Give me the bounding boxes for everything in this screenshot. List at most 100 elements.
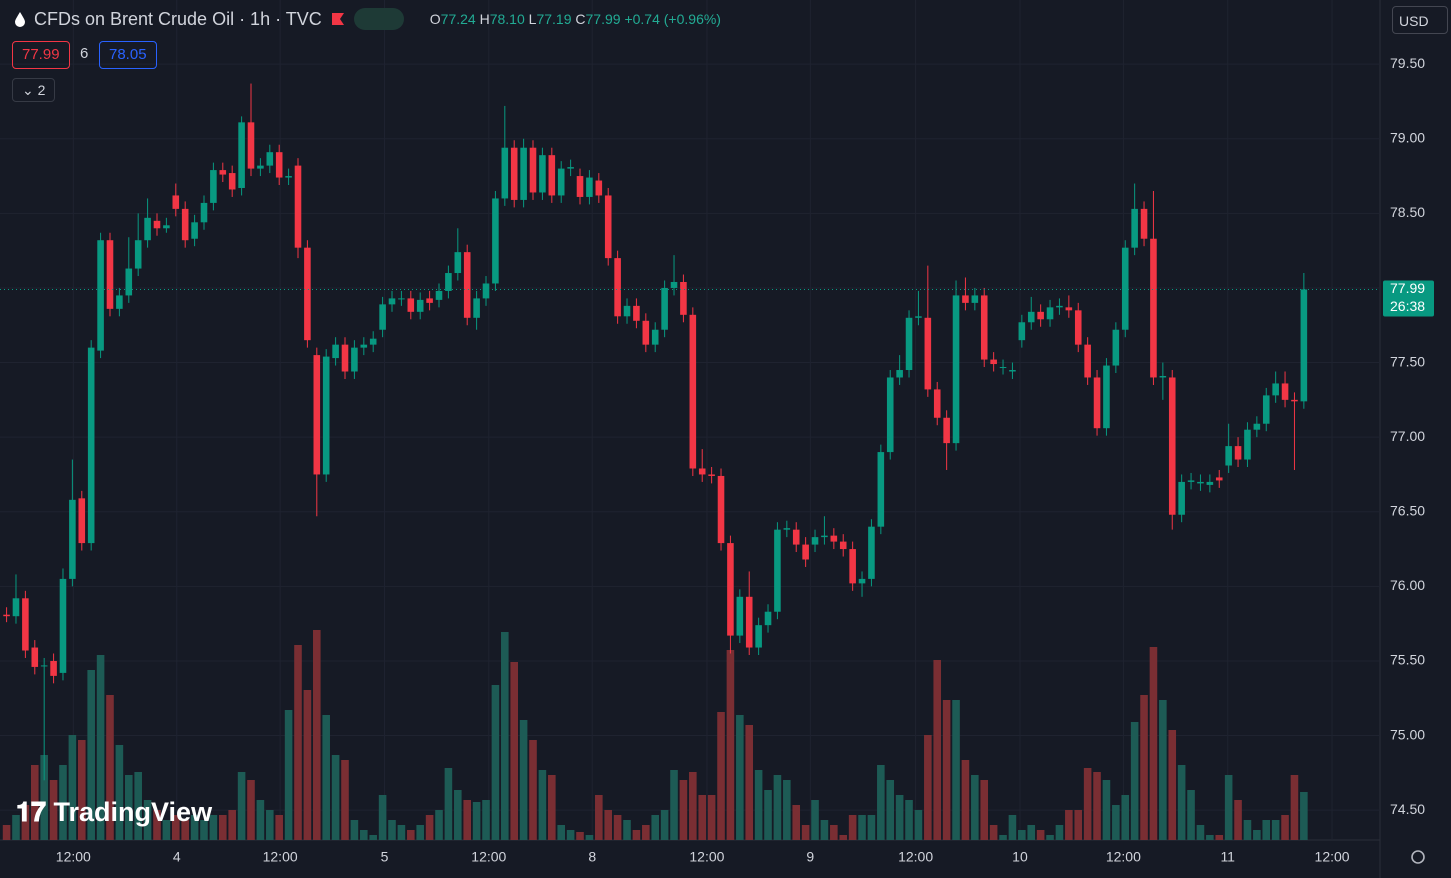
volume-bar [49, 780, 58, 840]
volume-bar [360, 830, 368, 840]
volume-bar [585, 835, 594, 840]
volume-bar [980, 780, 989, 840]
candle-body [520, 147, 527, 200]
volume-bar [21, 805, 30, 840]
candle-body [745, 596, 753, 648]
volume-bar [1187, 790, 1195, 840]
volume-bar [482, 800, 490, 840]
candle-body [802, 544, 809, 560]
label: L [528, 11, 537, 27]
volume-bar [472, 802, 481, 840]
x-tick-label: 9 [806, 849, 814, 865]
volume-bar [134, 772, 142, 840]
volume-bar [820, 820, 829, 840]
x-tick-label: 5 [381, 849, 389, 865]
candle-body [31, 647, 39, 667]
y-tick-label: 77.00 [1390, 428, 1425, 444]
candle-body [1112, 329, 1120, 366]
candle-body [614, 258, 621, 317]
label: C [575, 11, 586, 27]
volume-bar [595, 795, 603, 840]
candle-body [501, 147, 509, 199]
candle-body [980, 295, 988, 360]
volume-bar [961, 760, 970, 840]
candle-body [529, 147, 537, 193]
volume-bar [660, 810, 669, 840]
currency-button[interactable]: USD [1392, 6, 1448, 34]
candle-body [623, 305, 631, 317]
candle-body [717, 475, 725, 544]
volume-bar [914, 810, 923, 840]
volume-bar [1046, 835, 1054, 840]
countdown-label: 26:38 [1390, 298, 1425, 314]
candle-body [661, 287, 668, 330]
candle-body [332, 344, 339, 359]
volume-bar [247, 780, 255, 840]
volume-bar [632, 830, 641, 840]
volume-bar [1271, 820, 1280, 840]
volume-bar [143, 800, 152, 840]
candle-body [1281, 383, 1289, 400]
volume-bar [510, 662, 518, 840]
candle-body [698, 468, 706, 475]
volume-bar [1065, 810, 1073, 840]
candle-body [153, 220, 161, 229]
volume-bar [848, 815, 857, 840]
candle-body [642, 320, 650, 345]
volume-bar [1130, 722, 1139, 840]
candle-body [783, 528, 791, 530]
y-tick-label: 76.00 [1390, 577, 1425, 593]
candle-body [727, 543, 734, 636]
volume-bar [642, 825, 650, 840]
candle-body [971, 295, 979, 303]
candle-body [275, 152, 283, 178]
candle-body [567, 167, 574, 169]
y-tick-label: 79.50 [1390, 55, 1425, 71]
candle-body [426, 298, 433, 303]
candle-body [943, 417, 950, 444]
indicator-toggle[interactable]: ⌄ 2 [12, 78, 56, 102]
candle-body [482, 283, 490, 299]
volume-bar [773, 775, 782, 840]
y-tick-label: 76.50 [1390, 502, 1425, 518]
x-tick-label: 12:00 [56, 849, 91, 865]
volume-bar [529, 740, 537, 840]
candle-body [304, 247, 311, 341]
candle-body [952, 295, 960, 444]
volume-bar [322, 715, 330, 840]
candle-body [736, 596, 744, 636]
candle-body [1225, 446, 1232, 466]
sell-button[interactable]: 77.99 [12, 41, 70, 69]
candle-body [181, 208, 189, 241]
volume-bar [153, 810, 161, 840]
volume-bar [1018, 830, 1026, 840]
volume-bar [77, 740, 86, 840]
buy-button[interactable]: 78.05 [99, 41, 157, 69]
volume-bar [1102, 780, 1111, 840]
candle-body [792, 529, 800, 545]
candle-body [999, 367, 1007, 369]
y-tick-label: 77.50 [1390, 353, 1425, 369]
candle-body [172, 195, 180, 209]
candle-body [87, 347, 95, 544]
volume-bar [886, 780, 895, 840]
candle-body [351, 347, 358, 372]
volume-bar [1121, 795, 1130, 840]
candle-body [69, 499, 76, 579]
candle-body [1300, 289, 1308, 402]
flag-icon[interactable] [330, 11, 346, 27]
settings-icon[interactable] [1411, 850, 1425, 864]
symbol[interactable]: CFDs on Brent Crude Oil · 1h · TVC [34, 8, 322, 29]
volume-bar [613, 815, 622, 840]
candle-body [134, 240, 142, 269]
candle-body [125, 268, 133, 296]
volume-bar [867, 815, 876, 840]
volume-bar [407, 830, 415, 840]
volume-bar [839, 835, 848, 840]
status-pill[interactable] [353, 8, 404, 30]
candle-body [407, 298, 415, 312]
volume-bar [266, 810, 274, 840]
candle-body [492, 198, 499, 284]
last-price-label: 77.99 [1390, 280, 1425, 296]
